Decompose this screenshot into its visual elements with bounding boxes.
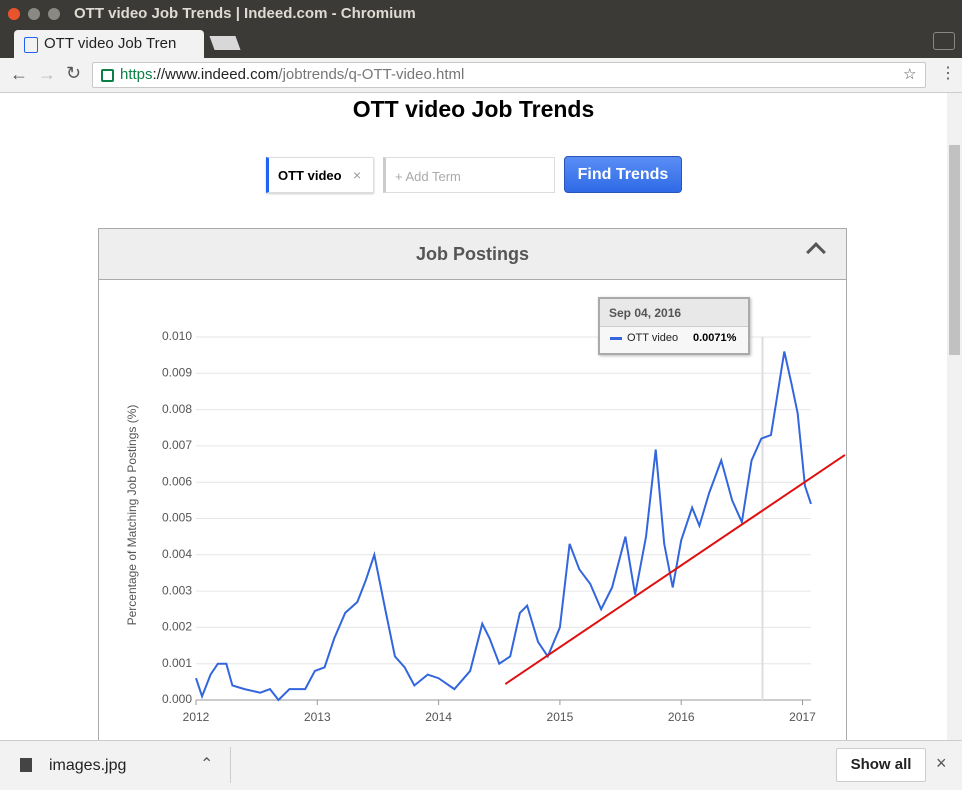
tooltip-series: OTT video bbox=[627, 332, 679, 344]
y-tick-label: 0.010 bbox=[162, 329, 192, 343]
trend-line bbox=[504, 454, 846, 685]
close-button[interactable] bbox=[8, 8, 20, 20]
forward-button[interactable]: → bbox=[38, 64, 56, 84]
y-tick-label: 0.005 bbox=[162, 511, 192, 525]
tab-title: OTT video Job Tren bbox=[44, 35, 177, 52]
y-tick-label: 0.006 bbox=[162, 474, 192, 488]
favicon bbox=[24, 37, 38, 53]
download-bar: images.jpg ⌃ Show all × bbox=[0, 740, 962, 790]
tab[interactable]: OTT video Job Tren bbox=[14, 30, 204, 58]
find-trends-button[interactable]: Find Trends bbox=[564, 156, 682, 193]
x-tick-label: 2016 bbox=[668, 710, 695, 724]
title-bar: OTT video Job Trends | Indeed.com - Chro… bbox=[0, 0, 962, 28]
y-tick-label: 0.000 bbox=[162, 692, 192, 706]
minimize-button[interactable] bbox=[28, 8, 40, 20]
x-tick-label: 2014 bbox=[425, 710, 452, 724]
page-title: OTT video Job Trends bbox=[352, 96, 595, 122]
tooltip-date: Sep 04, 2016 bbox=[609, 306, 682, 320]
tooltip-swatch bbox=[610, 337, 622, 340]
y-tick-label: 0.002 bbox=[162, 620, 192, 634]
url-host: ://www.indeed.com bbox=[152, 66, 279, 83]
download-menu[interactable]: ⌃ bbox=[200, 756, 214, 773]
close-download-bar[interactable]: × bbox=[936, 753, 947, 773]
file-icon bbox=[20, 758, 32, 772]
back-button[interactable]: ← bbox=[10, 64, 28, 84]
remove-term[interactable]: × bbox=[353, 167, 362, 183]
y-tick-label: 0.009 bbox=[162, 365, 192, 379]
y-tick-label: 0.004 bbox=[162, 547, 192, 561]
x-tick-label: 2012 bbox=[183, 710, 210, 724]
tooltip: Sep 04, 2016 OTT video 0.0071% bbox=[598, 297, 750, 355]
reload-button[interactable]: ↻ bbox=[66, 63, 82, 83]
maximize-button[interactable] bbox=[48, 8, 60, 20]
x-tick-label: 2017 bbox=[789, 710, 816, 724]
scrollbar-thumb[interactable] bbox=[949, 145, 960, 355]
profile-button[interactable] bbox=[933, 32, 955, 50]
panel-title: Job Postings bbox=[415, 244, 529, 264]
y-tick-label: 0.003 bbox=[162, 583, 192, 597]
y-tick-label: 0.007 bbox=[162, 438, 192, 452]
x-tick-label: 2013 bbox=[304, 710, 331, 724]
show-all-button[interactable]: Show all bbox=[836, 748, 926, 782]
y-axis-label: Percentage of Matching Job Postings (%) bbox=[125, 405, 139, 626]
search-term: OTT video bbox=[278, 168, 342, 183]
series-line bbox=[195, 351, 812, 702]
address-bar[interactable]: https://www.indeed.com/jobtrends/q-OTT-v… bbox=[92, 62, 926, 88]
x-tick-label: 2015 bbox=[547, 710, 574, 724]
download-file[interactable]: images.jpg bbox=[49, 757, 127, 774]
window-title: OTT video Job Trends | Indeed.com - Chro… bbox=[74, 5, 416, 22]
bookmark-star[interactable]: ☆ bbox=[903, 66, 917, 83]
y-tick-label: 0.001 bbox=[162, 656, 192, 670]
add-term-placeholder: + Add Term bbox=[395, 169, 461, 184]
tooltip-value: 0.0071% bbox=[693, 332, 737, 344]
url-path: /jobtrends/q-OTT-video.html bbox=[278, 66, 465, 83]
lock-icon bbox=[101, 69, 114, 82]
panel-header[interactable]: Job Postings bbox=[99, 229, 846, 280]
menu-button[interactable]: ⋮ bbox=[940, 65, 956, 82]
y-tick-label: 0.008 bbox=[162, 402, 192, 416]
search-term-chip[interactable]: OTT video × bbox=[266, 157, 374, 193]
chart-group: Percentage of Matching Job Postings (%) … bbox=[125, 329, 846, 724]
url-scheme: https bbox=[120, 66, 153, 83]
add-term-input[interactable]: + Add Term bbox=[383, 157, 555, 193]
